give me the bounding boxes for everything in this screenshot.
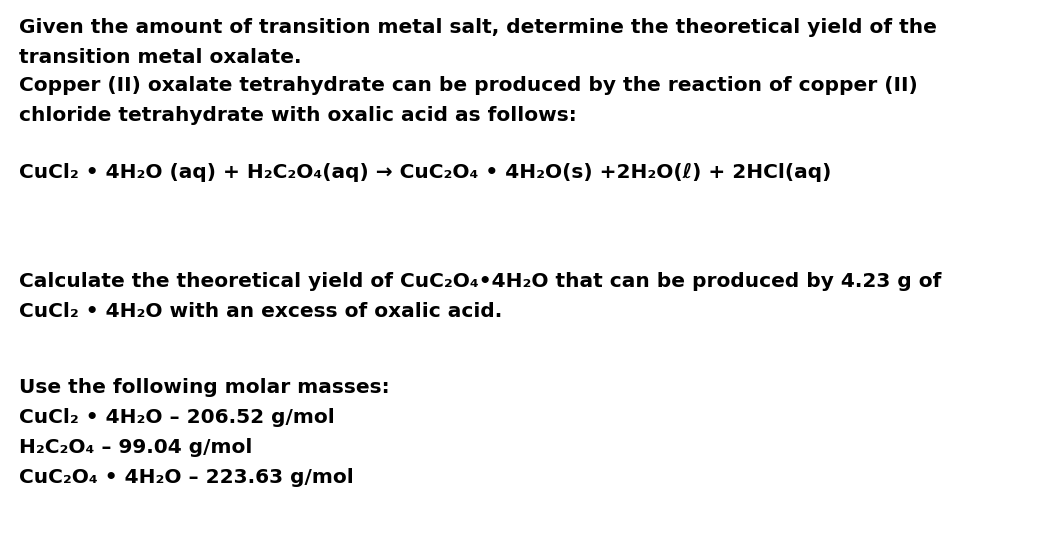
- Text: Calculate the theoretical yield of CuC₂O₄•4H₂O that can be produced by 4.23 g of: Calculate the theoretical yield of CuC₂O…: [19, 272, 941, 291]
- Text: H₂C₂O₄ – 99.04 g/mol: H₂C₂O₄ – 99.04 g/mol: [19, 438, 252, 457]
- Text: Given the amount of transition metal salt, determine the theoretical yield of th: Given the amount of transition metal sal…: [19, 18, 936, 37]
- Text: transition metal oxalate.: transition metal oxalate.: [19, 48, 301, 67]
- Text: Copper (II) oxalate tetrahydrate can be produced by the reaction of copper (II): Copper (II) oxalate tetrahydrate can be …: [19, 76, 918, 95]
- Text: CuCl₂ • 4H₂O (aq) + H₂C₂O₄(aq) → CuC₂O₄ • 4H₂O(s) +2H₂O(ℓ) + 2HCl(aq): CuCl₂ • 4H₂O (aq) + H₂C₂O₄(aq) → CuC₂O₄ …: [19, 163, 831, 182]
- Text: chloride tetrahydrate with oxalic acid as follows:: chloride tetrahydrate with oxalic acid a…: [19, 106, 576, 125]
- Text: CuCl₂ • 4H₂O with an excess of oxalic acid.: CuCl₂ • 4H₂O with an excess of oxalic ac…: [19, 302, 502, 321]
- Text: CuCl₂ • 4H₂O – 206.52 g/mol: CuCl₂ • 4H₂O – 206.52 g/mol: [19, 408, 334, 427]
- Text: CuC₂O₄ • 4H₂O – 223.63 g/mol: CuC₂O₄ • 4H₂O – 223.63 g/mol: [19, 468, 353, 487]
- Text: Use the following molar masses:: Use the following molar masses:: [19, 378, 389, 397]
